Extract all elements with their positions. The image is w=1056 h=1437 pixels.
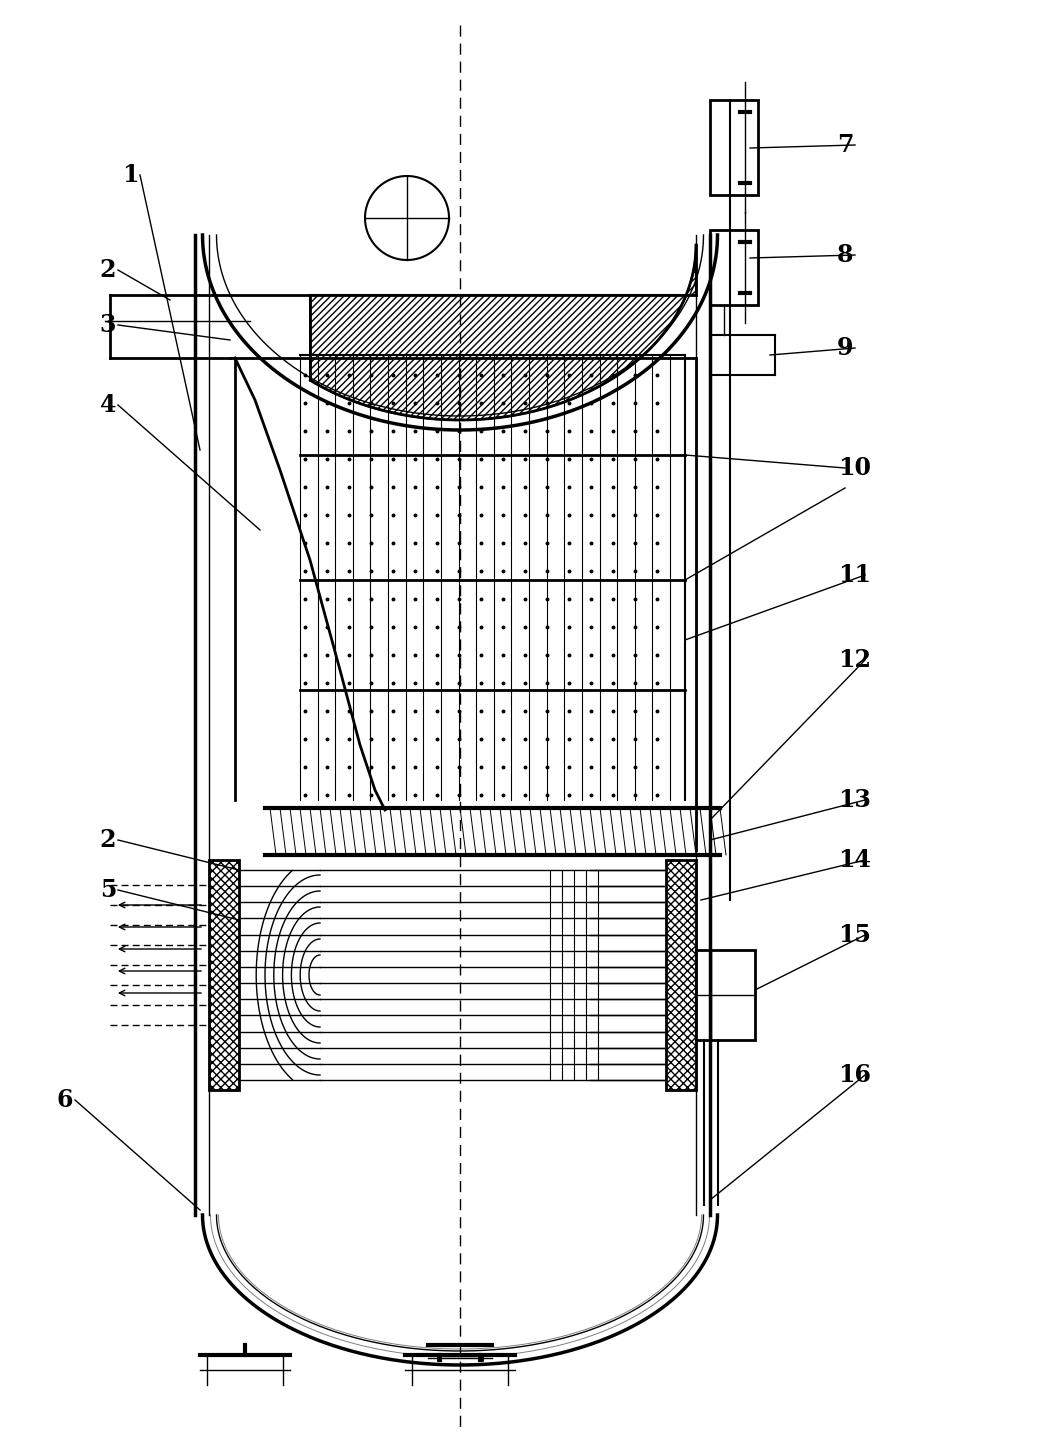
Text: 3: 3 bbox=[100, 313, 116, 338]
Bar bbox=[696, 950, 755, 1040]
Text: 14: 14 bbox=[838, 848, 871, 872]
Text: 6: 6 bbox=[57, 1088, 73, 1112]
Text: 8: 8 bbox=[836, 243, 853, 267]
Text: 4: 4 bbox=[99, 392, 116, 417]
Text: 12: 12 bbox=[838, 648, 871, 673]
Text: 5: 5 bbox=[100, 878, 116, 902]
Text: 2: 2 bbox=[99, 259, 116, 282]
Text: 1: 1 bbox=[121, 162, 138, 187]
Bar bbox=[209, 859, 239, 1091]
Text: 9: 9 bbox=[836, 336, 853, 361]
Polygon shape bbox=[310, 244, 696, 420]
Bar bbox=[710, 101, 758, 195]
Text: 15: 15 bbox=[838, 923, 871, 947]
Text: 16: 16 bbox=[838, 1063, 871, 1086]
Text: 7: 7 bbox=[836, 134, 853, 157]
Text: 11: 11 bbox=[838, 563, 871, 586]
Bar bbox=[666, 859, 696, 1091]
Text: 2: 2 bbox=[99, 828, 116, 852]
Text: 10: 10 bbox=[838, 456, 871, 480]
Text: 13: 13 bbox=[838, 787, 871, 812]
Bar bbox=[710, 230, 758, 305]
